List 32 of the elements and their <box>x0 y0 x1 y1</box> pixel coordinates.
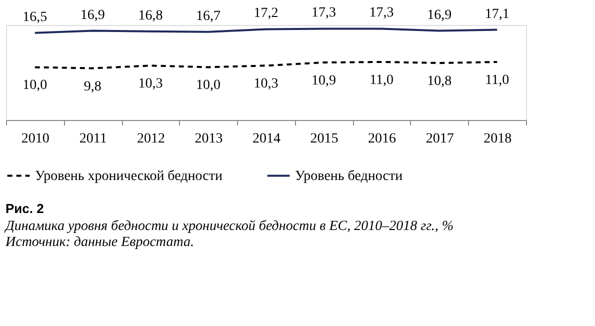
legend-label: Уровень бедности <box>295 168 404 184</box>
data-label: 16,7 <box>196 8 220 24</box>
data-label: 17,2 <box>254 6 278 22</box>
x-tick-label: 2011 <box>79 132 107 146</box>
data-label: 17,1 <box>484 6 510 22</box>
x-tick-label: 2014 <box>252 132 280 146</box>
data-label: 10,8 <box>427 74 452 89</box>
x-tick-label: 2012 <box>136 132 165 146</box>
data-label: 9,8 <box>84 79 102 94</box>
data-label: 10,3 <box>254 76 278 92</box>
text: Динамика уровня бедности и хронической бедности в ЕС, 2010–2018 гг., % <box>4 219 454 234</box>
data-label: 10,0 <box>22 78 48 94</box>
data-label: 10,9 <box>312 73 336 88</box>
data-label: 11,0 <box>485 72 510 88</box>
x-tick-label: 2010 <box>21 132 50 146</box>
data-label: 17,3 <box>369 6 394 21</box>
data-label: 10,3 <box>138 76 163 92</box>
data-label: 16,8 <box>138 8 163 24</box>
data-label: 16,9 <box>80 8 105 23</box>
data-label: 16,9 <box>427 8 452 23</box>
data-label: 10,0 <box>196 78 220 94</box>
text: Источник: данные Евростата. <box>4 235 194 250</box>
x-tick-label: 2017 <box>426 132 454 146</box>
legend-label: Уровень хронической бедности <box>35 168 223 184</box>
data-label: 16,5 <box>22 10 48 25</box>
data-label: 17,3 <box>312 6 336 21</box>
x-tick-label: 2018 <box>484 132 512 146</box>
data-label: 11,0 <box>370 72 394 88</box>
x-tick-label: 2013 <box>194 132 223 146</box>
x-tick-label: 2016 <box>368 132 396 146</box>
text: Рис. 2 <box>6 201 44 216</box>
x-tick-label: 2015 <box>310 132 338 146</box>
